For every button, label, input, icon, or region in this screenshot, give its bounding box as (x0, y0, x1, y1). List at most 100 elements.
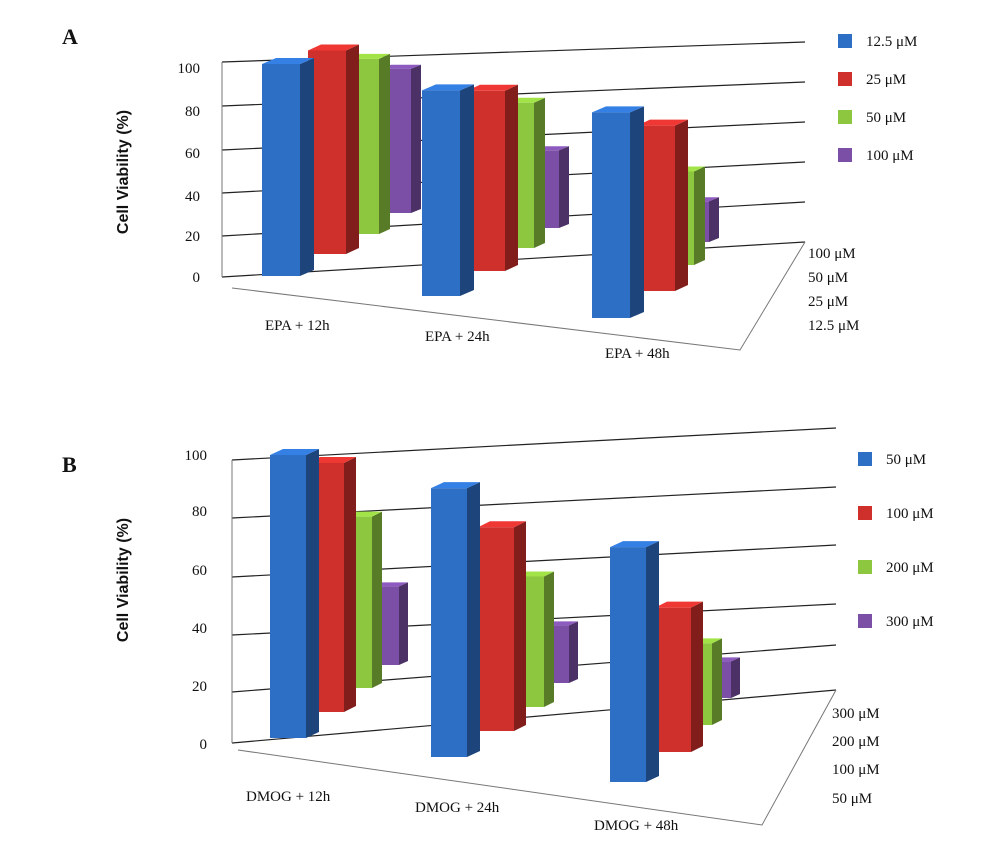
bar-side (467, 482, 480, 757)
bar-top (308, 44, 359, 51)
legend-swatch (858, 452, 872, 466)
bar-side (344, 456, 356, 712)
depth-label: 25 μM (808, 294, 848, 310)
y-tick-label: 60 (185, 146, 200, 162)
legend-label: 25 μM (866, 72, 906, 88)
category-label: EPA + 48h (605, 346, 670, 362)
category-label: EPA + 24h (425, 329, 490, 345)
y-tick-label: 40 (192, 621, 207, 637)
bar-top (422, 84, 474, 91)
bar-side (559, 146, 569, 228)
bar-front (431, 488, 467, 757)
bar-side (544, 571, 554, 707)
bar (270, 449, 319, 738)
bar (262, 58, 314, 276)
floor-axis (231, 241, 806, 351)
bar-top (467, 84, 518, 91)
bar-side (709, 197, 719, 242)
y-tick-label: 20 (192, 679, 207, 695)
y-tick-label: 100 (185, 448, 208, 464)
legend-label: 12.5 μM (866, 34, 917, 50)
y-tick-label: 40 (185, 189, 200, 205)
bar-side (694, 166, 705, 265)
y-tick-label: 60 (192, 563, 207, 579)
bar-top (655, 601, 703, 608)
bar-front (270, 455, 306, 738)
bar-side (505, 84, 518, 271)
panel-letter: B (62, 452, 77, 477)
y-axis-label: Cell Viability (%) (115, 110, 132, 234)
legend-swatch (858, 506, 872, 520)
y-tick-label: 0 (200, 737, 208, 753)
bar-side (460, 84, 474, 296)
bar-side (646, 541, 659, 782)
bar-top (637, 119, 688, 126)
panel-a: A Cell Viability (%) 0 20 40 60 80 100 EPA + 12h… (62, 24, 917, 362)
bar-top (592, 106, 644, 113)
y-tick-label: 20 (185, 229, 200, 245)
bar-front (592, 112, 630, 318)
y-tick-label: 0 (193, 270, 201, 286)
bar-side (731, 657, 740, 698)
bar-side (300, 58, 314, 276)
legend-swatch (858, 560, 872, 574)
y-axis-label: Cell Viability (%) (115, 518, 132, 642)
category-label: EPA + 12h (265, 318, 330, 334)
depth-label: 12.5 μM (808, 318, 859, 334)
bar-side (399, 582, 408, 665)
bar (431, 482, 480, 757)
depth-label: 50 μM (808, 270, 848, 286)
bar-side (675, 119, 688, 291)
floor-axis (237, 689, 837, 826)
gridline (231, 427, 837, 461)
bar-side (379, 53, 390, 234)
legend-swatch (838, 148, 852, 162)
bar-top (270, 449, 319, 455)
depth-label: 200 μM (832, 734, 880, 750)
gridline (231, 689, 837, 744)
depth-label: 50 μM (832, 791, 872, 807)
bar-top (381, 64, 421, 69)
bar (422, 84, 474, 296)
bar (637, 119, 688, 291)
bar-side (534, 97, 545, 248)
depth-label: 300 μM (832, 706, 880, 722)
legend-label: 50 μM (866, 110, 906, 126)
bar-side (411, 64, 421, 213)
legend-label: 300 μM (886, 614, 934, 630)
y-tick-label: 80 (185, 104, 200, 120)
legend-label: 100 μM (886, 506, 934, 522)
bar (478, 521, 526, 731)
bar-top (431, 482, 480, 489)
category-label: DMOG + 24h (415, 800, 500, 816)
y-tick-label: 100 (178, 61, 201, 77)
legend-swatch (838, 72, 852, 86)
category-label: DMOG + 48h (594, 818, 679, 834)
bar-side (569, 621, 578, 683)
category-label: DMOG + 12h (246, 789, 331, 805)
bar-side (630, 106, 644, 318)
depth-label: 100 μM (808, 246, 856, 262)
bar (371, 582, 408, 665)
bar (655, 601, 703, 752)
bar (610, 541, 659, 782)
bar-front (422, 90, 460, 296)
bar-front (308, 50, 346, 255)
bar-side (712, 638, 722, 725)
bar-front (262, 64, 300, 276)
legend-label: 200 μM (886, 560, 934, 576)
bar-front (610, 547, 646, 782)
legend-swatch (858, 614, 872, 628)
legend-label: 50 μM (886, 452, 926, 468)
bar (592, 106, 644, 318)
bar-side (691, 601, 703, 752)
y-tick-label: 80 (192, 504, 207, 520)
bar (308, 44, 359, 255)
bar-top (308, 456, 356, 463)
bar-top (478, 521, 526, 528)
bar-front (478, 527, 514, 731)
depth-label: 100 μM (832, 762, 880, 778)
panel-letter: A (62, 24, 78, 49)
panel-b: B Cell Viability (%) 0 20 40 60 80 100 DMOG + 12… (62, 427, 934, 834)
bar-side (372, 511, 382, 688)
